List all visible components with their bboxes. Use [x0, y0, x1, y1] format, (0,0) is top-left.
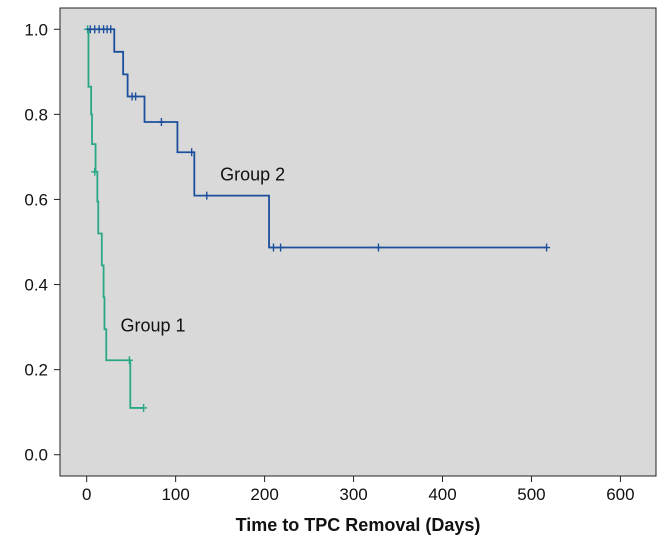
y-tick-label-5: 1.0 — [24, 20, 48, 39]
x-tick-label-600: 600 — [606, 485, 634, 504]
group-label-2: Group 2 — [220, 164, 285, 184]
y-tick-label-0: 0.0 — [24, 446, 48, 465]
y-tick-label-2: 0.4 — [24, 276, 48, 295]
series-group — [84, 25, 551, 412]
y-tick-label-1: 0.2 — [24, 361, 48, 380]
x-tick-label-100: 100 — [161, 485, 189, 504]
x-tick-label-0: 0 — [82, 485, 91, 504]
x-tick-label-400: 400 — [428, 485, 456, 504]
y-axis: 0.0 0.2 0.4 0.6 0.8 1.0 — [24, 20, 60, 465]
x-axis: 0 100 200 300 400 500 600 — [82, 476, 635, 504]
x-tick-label-300: 300 — [339, 485, 367, 504]
x-tick-label-200: 200 — [250, 485, 278, 504]
y-tick-label-3: 0.6 — [24, 190, 48, 209]
group-1-survival-line — [86, 28, 144, 409]
x-axis-title: Time to TPC Removal (Days) — [236, 515, 481, 535]
group-2-survival-line — [86, 28, 547, 249]
x-tick-label-500: 500 — [517, 485, 545, 504]
annotations: Group 1 Group 2 — [120, 164, 285, 335]
plot-area — [59, 7, 657, 477]
group-label-1: Group 1 — [120, 315, 185, 335]
y-tick-label-4: 0.8 — [24, 105, 48, 124]
